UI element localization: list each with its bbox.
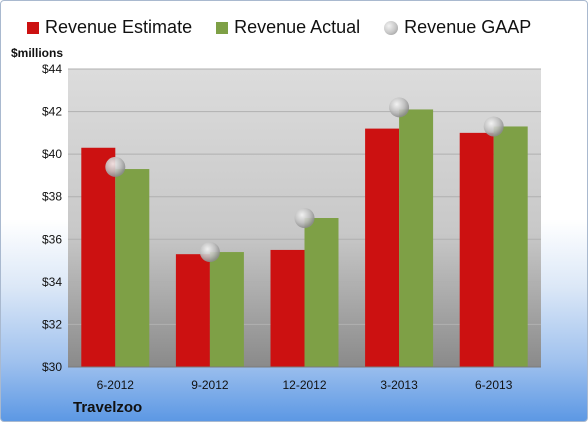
y-tick-label: $38 xyxy=(42,190,62,204)
y-tick-label: $44 xyxy=(42,62,62,76)
x-tick-label: 12-2012 xyxy=(282,378,326,392)
legend: Revenue Estimate Revenue Actual Revenue … xyxy=(27,17,555,38)
y-tick-label: $36 xyxy=(42,232,62,246)
gaap-marker xyxy=(483,116,504,137)
x-tick-label: 3-2013 xyxy=(380,378,418,392)
x-tick-label: 9-2012 xyxy=(191,378,229,392)
y-tick-label: $40 xyxy=(42,147,62,161)
gaap-marker xyxy=(105,156,126,177)
legend-swatch-actual xyxy=(216,21,229,34)
y-axis-units-label: $millions xyxy=(11,46,64,60)
legend-label-estimate: Revenue Estimate xyxy=(45,17,193,37)
gaap-marker xyxy=(389,97,410,118)
x-tick-label: 6-2013 xyxy=(475,378,513,392)
bar-actual xyxy=(304,218,339,367)
bar-estimate xyxy=(270,249,305,367)
gaap-marker xyxy=(199,242,220,263)
bar-actual xyxy=(493,126,528,367)
y-tick-label: $34 xyxy=(42,275,62,289)
bar-estimate xyxy=(81,147,116,367)
y-tick-label: $42 xyxy=(42,105,62,119)
bar-estimate xyxy=(365,128,400,367)
legend-swatch-gaap xyxy=(384,20,399,35)
x-tick-label: 6-2012 xyxy=(97,378,135,392)
y-tick-label: $30 xyxy=(42,360,62,374)
y-tick-label: $32 xyxy=(42,317,62,331)
company-name: Travelzoo xyxy=(73,399,143,416)
bar-estimate xyxy=(459,132,494,367)
gaap-marker xyxy=(294,208,315,228)
bar-actual xyxy=(399,109,434,367)
legend-item-gaap: Revenue GAAP xyxy=(384,17,531,38)
legend-item-estimate: Revenue Estimate xyxy=(27,17,192,38)
legend-label-actual: Revenue Actual xyxy=(234,17,361,37)
legend-item-actual: Revenue Actual xyxy=(216,17,360,38)
bar-estimate xyxy=(175,254,210,367)
legend-swatch-estimate xyxy=(27,21,39,34)
legend-label-gaap: Revenue GAAP xyxy=(404,17,532,37)
bar-actual xyxy=(115,169,150,367)
bar-actual xyxy=(209,252,244,367)
